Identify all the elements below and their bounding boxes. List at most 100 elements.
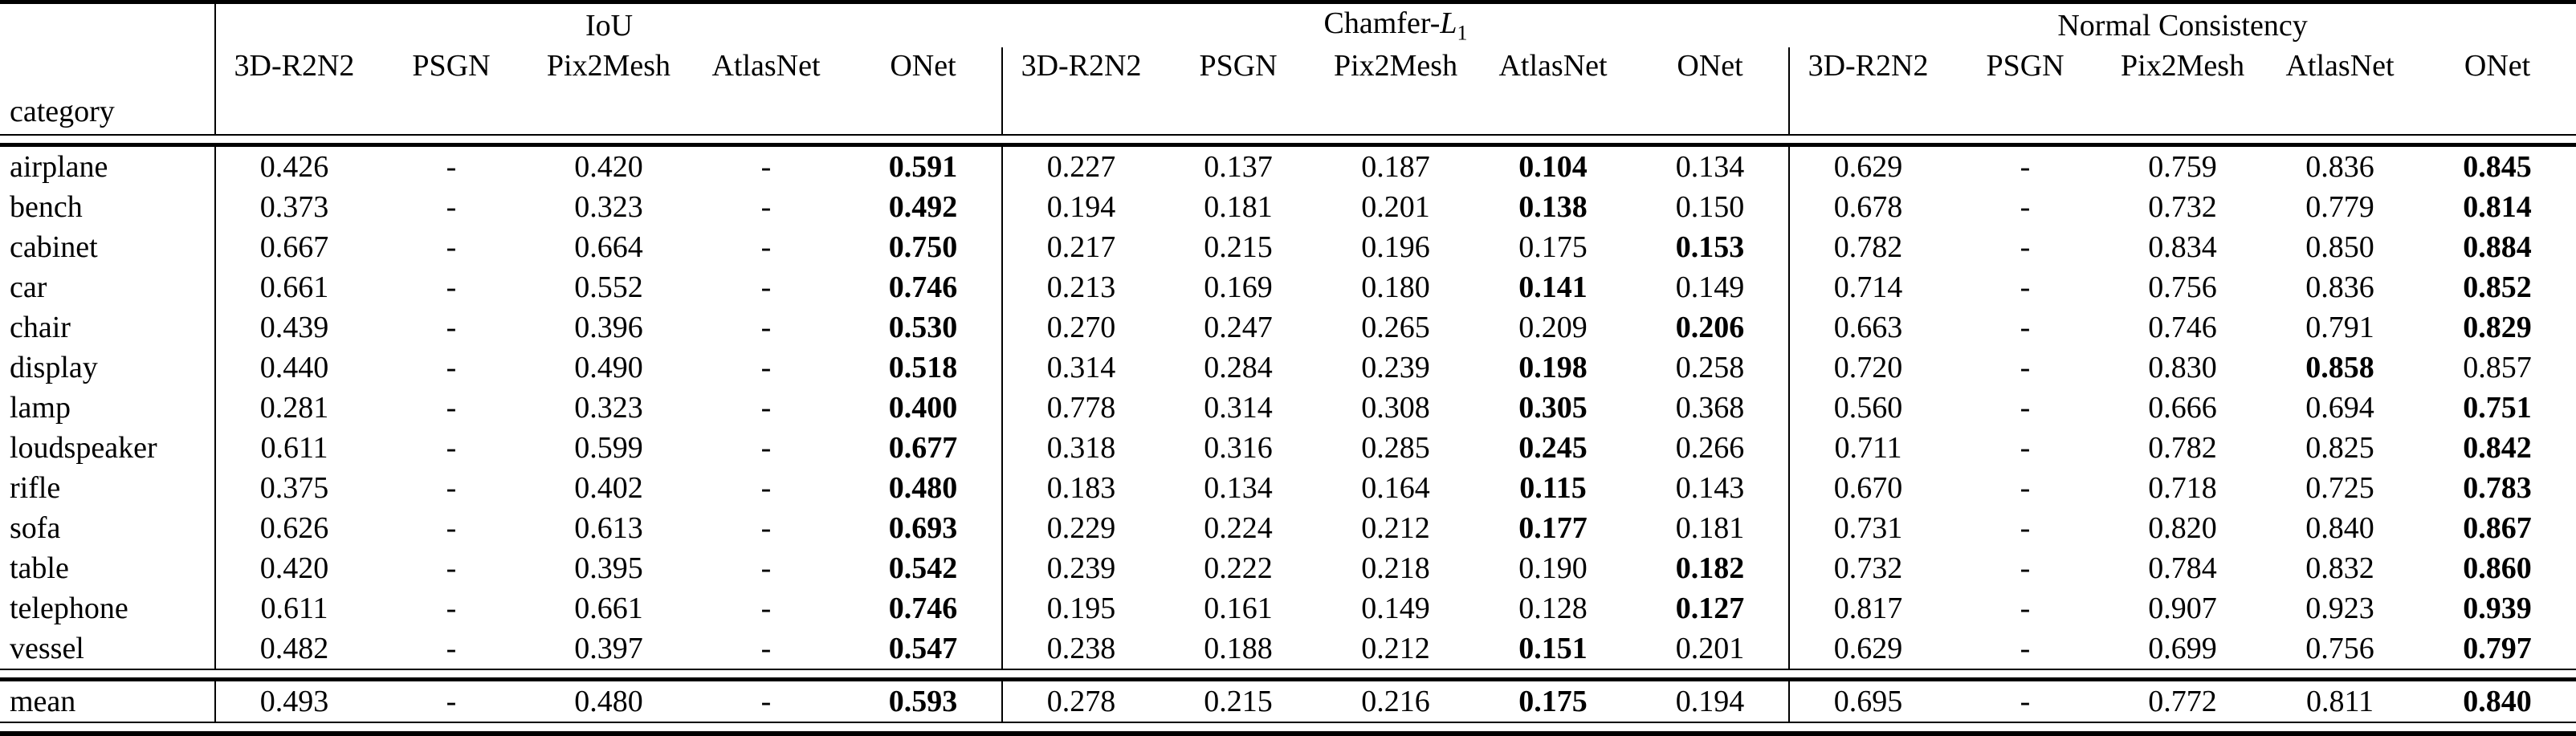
corner-cell [0,47,215,84]
method-header: Pix2Mesh [546,49,671,83]
value-cell: 0.265 [1361,311,1430,344]
value-cell: 0.756 [2148,270,2217,304]
method-header: Pix2Mesh [2120,49,2245,83]
value-cell: - [760,431,772,465]
value-cell: - [760,311,772,344]
value-cell: 0.746 [888,270,958,304]
category-cell: bench [10,190,83,224]
value-cell: 0.153 [1675,230,1745,264]
value-cell: 0.552 [574,270,643,304]
value-cell: 0.373 [214,187,373,227]
value-cell: 0.939 [2463,592,2532,625]
chamfer-title-subscript: 1 [1457,21,1468,45]
category-cell: cabinet [10,230,98,264]
value-cell: 0.284 [1204,351,1273,384]
value-cell: 0.224 [1204,511,1273,545]
value-cell: 0.266 [1675,431,1745,465]
value-cell: 0.195 [1001,588,1160,628]
value-cell: 0.134 [1204,471,1273,505]
value-cell: 0.811 [2305,685,2374,718]
value-cell: 0.779 [2305,190,2374,224]
method-header: 3D-R2N2 [1788,47,1947,84]
category-cell: loudspeaker [10,431,157,465]
value-cell: 0.714 [1788,267,1946,307]
value-cell: 0.180 [1361,270,1430,304]
value-cell: 0.426 [214,147,373,187]
corner-cell [0,4,215,47]
group-title-row: IoU Chamfer-L1 Normal Consistency [0,4,2576,47]
value-cell: 0.756 [2305,632,2374,665]
value-cell: 0.281 [214,388,373,428]
value-cell: - [760,551,772,585]
value-cell: 0.187 [1361,150,1430,184]
value-cell: 0.164 [1361,471,1430,505]
value-cell: 0.323 [574,391,643,425]
value-cell: 0.143 [1675,471,1745,505]
table-row: rifle 0.375 - 0.402 - 0.480 0.183 0.134 0.164 0.1… [0,468,2576,508]
value-cell: 0.183 [1001,468,1160,508]
value-cell: 0.238 [1001,628,1160,669]
method-header: AtlasNet [2285,49,2395,83]
value-cell: 0.629 [1788,628,1946,669]
value-cell: 0.141 [1518,270,1588,304]
value-cell: 0.711 [1788,428,1946,468]
rule-gap [0,723,2576,731]
value-cell: 0.778 [1001,388,1160,428]
value-cell: - [446,270,457,304]
value-cell: 0.664 [574,230,643,264]
value-cell: 0.492 [888,190,958,224]
bottom-thick-rule [0,731,2576,736]
value-cell: - [760,685,772,718]
table-row: loudspeaker 0.611 - 0.599 - 0.677 0.318 0.316 0.… [0,428,2576,468]
value-cell: - [2020,471,2031,505]
value-cell: 0.323 [574,190,643,224]
value-cell: - [2020,311,2031,344]
category-cell: chair [10,311,71,344]
table-row: bench 0.373 - 0.323 - 0.492 0.194 0.181 0.201 0.1… [0,187,2576,227]
value-cell: 0.907 [2148,592,2217,625]
value-cell: - [760,471,772,505]
value-cell: - [446,471,457,505]
value-cell: 0.751 [2463,391,2532,425]
value-cell: 0.420 [214,548,373,588]
value-cell: - [2020,230,2031,264]
value-cell: 0.611 [214,588,373,628]
value-cell: 0.842 [2463,431,2532,465]
rule-gap [0,670,2576,677]
value-cell: 0.836 [2305,150,2374,184]
header-spacer [1001,84,1790,134]
value-cell: 0.175 [1518,685,1588,718]
mean-separator-thick-rule [0,677,2576,681]
value-cell: 0.480 [888,471,958,505]
value-cell: - [760,150,772,184]
value-cell: 0.181 [1204,190,1273,224]
value-cell: 0.190 [1518,551,1588,585]
value-cell: 0.209 [1518,311,1588,344]
value-cell: 0.177 [1518,511,1588,545]
value-cell: 0.784 [2148,551,2217,585]
method-header: AtlasNet [1498,49,1608,83]
mean-row: mean 0.493 - 0.480 - 0.593 0.278 0.215 0.216 0.17… [0,681,2576,722]
mean-table: mean 0.493 - 0.480 - 0.593 0.278 0.215 0.216 0.17… [0,681,2576,722]
value-cell: 0.629 [1788,147,1946,187]
value-cell: 0.759 [2148,150,2217,184]
value-cell: 0.440 [214,348,373,388]
header-spacer [214,84,1003,134]
value-cell: - [2020,351,2031,384]
value-cell: 0.677 [888,431,958,465]
value-cell: 0.212 [1361,632,1430,665]
value-cell: 0.258 [1675,351,1745,384]
value-cell: 0.439 [214,307,373,348]
value-cell: 0.201 [1361,190,1430,224]
value-cell: 0.820 [2148,511,2217,545]
value-cell: 0.188 [1204,632,1273,665]
value-cell: 0.128 [1518,592,1588,625]
value-cell: - [760,190,772,224]
chamfer-title-math-symbol: L [1440,6,1457,41]
value-cell: 0.867 [2463,511,2532,545]
value-cell: 0.750 [888,230,958,264]
category-cell: mean [10,685,76,718]
group-title-chamfer: Chamfer-L1 [1002,4,1789,47]
value-cell: 0.368 [1675,391,1745,425]
value-cell: 0.216 [1361,685,1430,718]
